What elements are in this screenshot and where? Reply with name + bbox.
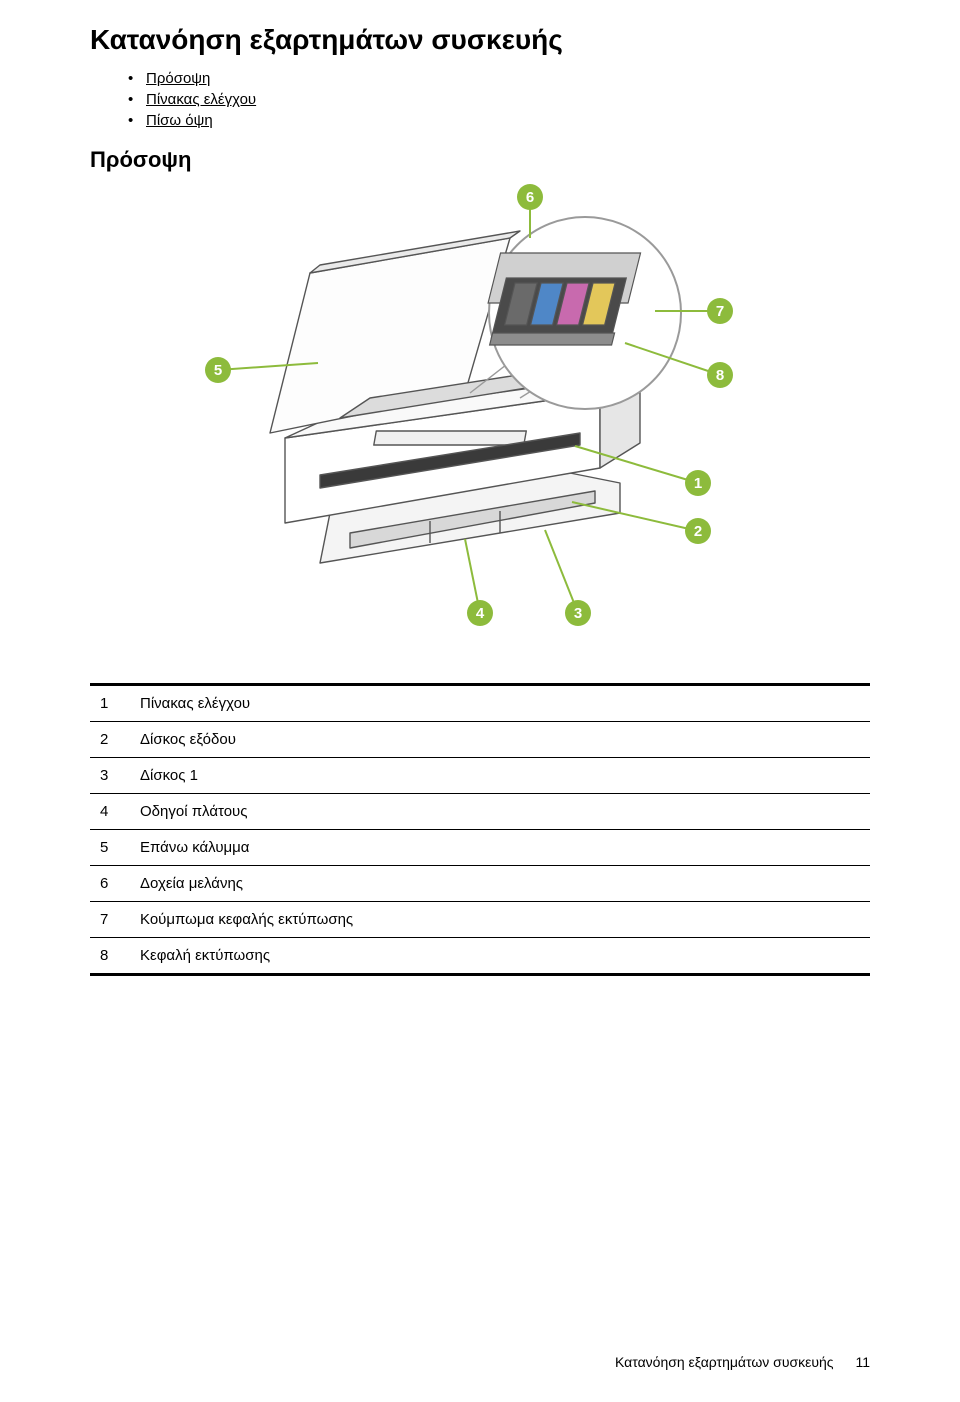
part-label: Δοχεία μελάνης xyxy=(134,866,870,902)
page-title: Κατανόηση εξαρτημάτων συσκευής xyxy=(90,24,870,56)
footer-text: Κατανόηση εξαρτημάτων συσκευής xyxy=(615,1354,834,1370)
table-row: 5Επάνω κάλυμμα xyxy=(90,830,870,866)
footer-page-number: 11 xyxy=(855,1354,870,1370)
part-label: Κεφαλή εκτύπωσης xyxy=(134,938,870,975)
page-footer: Κατανόηση εξαρτημάτων συσκευής 11 xyxy=(615,1354,870,1370)
part-number: 7 xyxy=(90,902,134,938)
link-control-panel[interactable]: Πίνακας ελέγχου xyxy=(146,91,256,108)
table-row: 2Δίσκος εξόδου xyxy=(90,722,870,758)
part-number: 2 xyxy=(90,722,134,758)
table-row: 8Κεφαλή εκτύπωσης xyxy=(90,938,870,975)
part-label: Πίνακας ελέγχου xyxy=(134,685,870,722)
svg-text:3: 3 xyxy=(574,605,582,622)
part-number: 8 xyxy=(90,938,134,975)
printer-diagram-container: 1 2 3 4 5 6 7 8 xyxy=(90,183,870,643)
link-back-view[interactable]: Πίσω όψη xyxy=(146,112,213,129)
section-links-list: Πρόσοψη Πίνακας ελέγχου Πίσω όψη xyxy=(128,70,870,129)
table-row: 3Δίσκος 1 xyxy=(90,758,870,794)
svg-text:7: 7 xyxy=(716,303,724,320)
part-number: 4 xyxy=(90,794,134,830)
table-row: 7Κούμπωμα κεφαλής εκτύπωσης xyxy=(90,902,870,938)
part-number: 1 xyxy=(90,685,134,722)
part-number: 5 xyxy=(90,830,134,866)
svg-text:5: 5 xyxy=(214,362,222,379)
svg-text:8: 8 xyxy=(716,367,724,384)
svg-text:4: 4 xyxy=(476,605,485,622)
part-label: Κούμπωμα κεφαλής εκτύπωσης xyxy=(134,902,870,938)
part-number: 6 xyxy=(90,866,134,902)
table-row: 1Πίνακας ελέγχου xyxy=(90,685,870,722)
svg-text:6: 6 xyxy=(526,189,534,206)
part-number: 3 xyxy=(90,758,134,794)
link-item: Πίνακας ελέγχου xyxy=(128,91,870,108)
link-item: Πίσω όψη xyxy=(128,112,870,129)
svg-text:2: 2 xyxy=(694,523,702,540)
part-label: Δίσκος 1 xyxy=(134,758,870,794)
table-row: 6Δοχεία μελάνης xyxy=(90,866,870,902)
part-label: Δίσκος εξόδου xyxy=(134,722,870,758)
section-heading: Πρόσοψη xyxy=(90,147,870,173)
link-front-view[interactable]: Πρόσοψη xyxy=(146,70,210,87)
part-label: Οδηγοί πλάτους xyxy=(134,794,870,830)
table-row: 4Οδηγοί πλάτους xyxy=(90,794,870,830)
link-item: Πρόσοψη xyxy=(128,70,870,87)
svg-text:1: 1 xyxy=(694,475,702,492)
printer-diagram: 1 2 3 4 5 6 7 8 xyxy=(200,183,760,643)
part-label: Επάνω κάλυμμα xyxy=(134,830,870,866)
parts-table: 1Πίνακας ελέγχου2Δίσκος εξόδου3Δίσκος 14… xyxy=(90,683,870,976)
